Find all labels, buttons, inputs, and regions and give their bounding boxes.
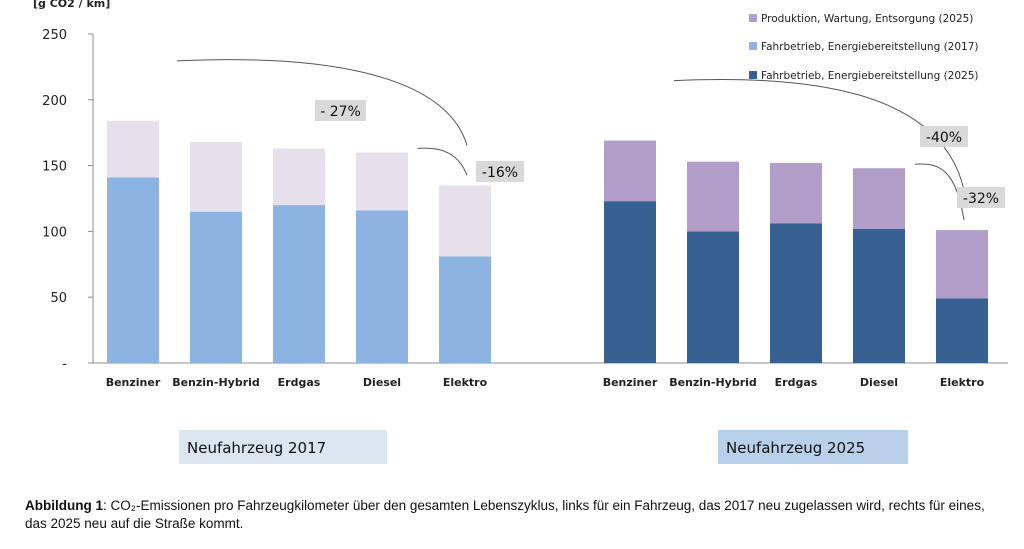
- bar-production: [936, 230, 988, 299]
- annotation-label-short: -32%: [963, 191, 999, 207]
- x-tick-label: Erdgas: [775, 376, 818, 389]
- legend-swatch: [749, 14, 757, 22]
- y-tick-label: -: [62, 357, 67, 372]
- x-tick-label: Elektro: [940, 376, 985, 389]
- bar-production: [273, 148, 325, 206]
- annotation-box: [476, 161, 524, 182]
- group-label: Neufahrzeug 2017: [187, 439, 326, 457]
- y-tick-label: 150: [42, 160, 67, 175]
- bar-operation: [853, 228, 905, 363]
- x-tick-label: Erdgas: [278, 376, 321, 389]
- y-tick-label: 250: [42, 28, 67, 43]
- comparison-arc-short: [417, 147, 468, 176]
- y-tick-label: 200: [42, 94, 67, 109]
- bar-operation: [604, 201, 656, 363]
- comparison-arc-short: [914, 163, 965, 221]
- annotation-box: [957, 187, 1005, 208]
- caption-text: : CO₂-Emissionen pro Fahrzeugkilometer ü…: [25, 498, 985, 531]
- annotation-label-short: -16%: [482, 165, 518, 181]
- x-tick-label: Benziner: [106, 376, 161, 389]
- legend-label: Produktion, Wartung, Entsorgung (2025): [761, 13, 973, 25]
- annotation-label-long: -40%: [926, 130, 962, 146]
- bar-operation: [190, 211, 242, 363]
- annotation-box: [315, 100, 366, 121]
- bar-operation: [356, 210, 408, 363]
- annotation-box: [920, 126, 968, 147]
- legend-label: Fahrbetrieb, Energiebereitstellung (2017…: [761, 41, 979, 53]
- bar-operation: [936, 298, 988, 363]
- bar-operation: [687, 231, 739, 363]
- x-tick-label: Elektro: [443, 376, 488, 389]
- comparison-arc-long: [176, 59, 468, 146]
- caption-label: Abbildung 1: [25, 498, 103, 513]
- x-tick-label: Benziner: [603, 376, 658, 389]
- comparison-arc-long: [673, 78, 965, 191]
- bar-production: [770, 162, 822, 224]
- bar-production: [604, 140, 656, 202]
- figure-caption: Abbildung 1: CO₂-Emissionen pro Fahrzeug…: [25, 497, 1005, 533]
- annotation-label-long: - 27%: [320, 104, 361, 120]
- group-label: Neufahrzeug 2025: [726, 439, 865, 457]
- x-tick-label: Diesel: [860, 376, 898, 389]
- group-label-box: [179, 430, 387, 464]
- x-tick-label: Benzin-Hybrid: [669, 376, 757, 389]
- bar-production: [356, 152, 408, 211]
- x-tick-label: Diesel: [363, 376, 401, 389]
- bar-production: [190, 141, 242, 212]
- bar-operation: [273, 205, 325, 363]
- bar-production: [439, 185, 491, 257]
- group-label-box: [718, 430, 908, 464]
- legend-swatch: [749, 42, 757, 50]
- bar-production: [107, 120, 159, 178]
- bar-operation: [107, 177, 159, 363]
- legend-swatch: [749, 71, 757, 79]
- co2-emissions-chart: [g CO2 / km] - 50 100 150 200 250 Benziner Benzi…: [33, 0, 1008, 464]
- y-axis-label: [g CO2 / km]: [33, 0, 110, 10]
- y-tick-label: 50: [50, 291, 67, 306]
- bar-production: [687, 161, 739, 232]
- y-tick-label: 100: [42, 225, 67, 240]
- bar-production: [853, 168, 905, 229]
- bar-operation: [439, 256, 491, 363]
- bar-operation: [770, 223, 822, 363]
- legend-label: Fahrbetrieb, Energiebereitstellung (2025…: [761, 70, 979, 82]
- x-tick-label: Benzin-Hybrid: [172, 376, 260, 389]
